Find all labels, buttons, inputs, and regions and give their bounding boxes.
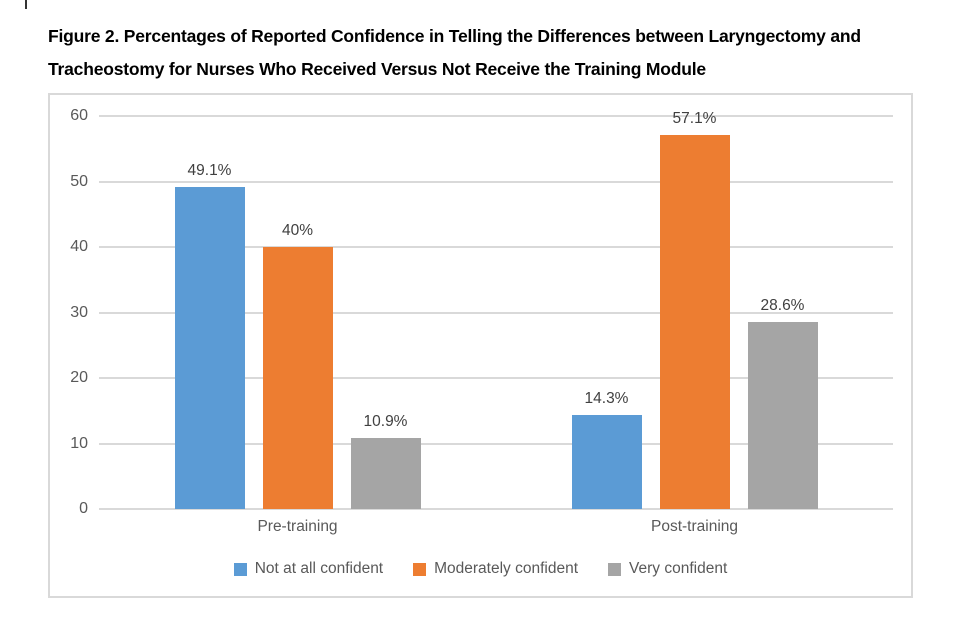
bar-moderately-confident-post-training bbox=[659, 135, 730, 509]
bar-value-label-not-at-all-confident-pre-training: 49.1% bbox=[187, 162, 232, 180]
figure-caption: Figure 2. Percentages of Reported Confid… bbox=[48, 20, 960, 86]
y-tick-label-60: 60 bbox=[70, 107, 88, 124]
bar-value-label-very-confident-post-training: 28.6% bbox=[760, 296, 805, 314]
legend-swatch-moderately-confident bbox=[413, 562, 427, 576]
y-tick-label-40: 40 bbox=[70, 238, 88, 255]
bar-very-confident-pre-training bbox=[350, 437, 421, 509]
bar-not-at-all-confident-pre-training bbox=[174, 187, 245, 509]
gridline-30 bbox=[99, 311, 893, 314]
legend-label-very-confident: Very confident bbox=[629, 560, 728, 577]
category-label-post-training: Post-training bbox=[650, 518, 738, 535]
y-tick-label-30: 30 bbox=[70, 303, 88, 321]
figure-caption-line-1: Figure 2. Percentages of Reported Confid… bbox=[48, 26, 861, 46]
bar-not-at-all-confident-post-training bbox=[571, 415, 642, 509]
bar-chart[interactable]: 49.1% 40% 10.9% 14.3% 57.1% 28.6% Not at all … bbox=[48, 93, 913, 598]
legend-label-moderately-confident: Moderately confident bbox=[434, 560, 579, 577]
chart-legend: Not at all confident Moderately confident… bbox=[50, 557, 911, 581]
gridline-0 bbox=[99, 508, 893, 510]
bar-value-label-moderately-confident-pre-training: 40% bbox=[281, 222, 314, 239]
y-tick-label-10: 10 bbox=[70, 434, 88, 452]
gridline-40 bbox=[99, 246, 893, 248]
gridline-20 bbox=[99, 377, 893, 379]
legend-item-very-confident: Very confident bbox=[608, 560, 727, 578]
text-cursor-mark bbox=[25, 0, 27, 9]
y-tick-label-50: 50 bbox=[70, 172, 88, 190]
gridline-60 bbox=[99, 115, 893, 117]
figure-caption-line-2: Tracheostomy for Nurses Who Received Ver… bbox=[48, 59, 706, 79]
legend-label-not-at-all-confident: Not at all confident bbox=[254, 560, 384, 577]
gridline-10 bbox=[99, 442, 893, 445]
legend-swatch-very-confident bbox=[608, 562, 622, 576]
y-tick-label-20: 20 bbox=[70, 369, 88, 386]
bar-value-label-moderately-confident-post-training: 57.1% bbox=[672, 110, 717, 127]
plot-area: 49.1% 40% 10.9% 14.3% 57.1% 28.6% bbox=[99, 110, 893, 510]
bar-value-label-very-confident-pre-training: 10.9% bbox=[363, 412, 408, 430]
bar-moderately-confident-pre-training bbox=[262, 247, 333, 509]
y-tick-label-0: 0 bbox=[79, 500, 88, 517]
legend-item-moderately-confident: Moderately confident bbox=[413, 560, 578, 578]
category-label-pre-training: Pre-training bbox=[257, 518, 338, 535]
legend-swatch-not-at-all-confident bbox=[233, 562, 247, 576]
gridline-50 bbox=[99, 180, 893, 183]
bar-value-label-not-at-all-confident-post-training: 14.3% bbox=[584, 390, 629, 408]
legend-item-not-at-all-confident: Not at all confident bbox=[233, 560, 384, 578]
bar-very-confident-post-training bbox=[747, 321, 818, 509]
